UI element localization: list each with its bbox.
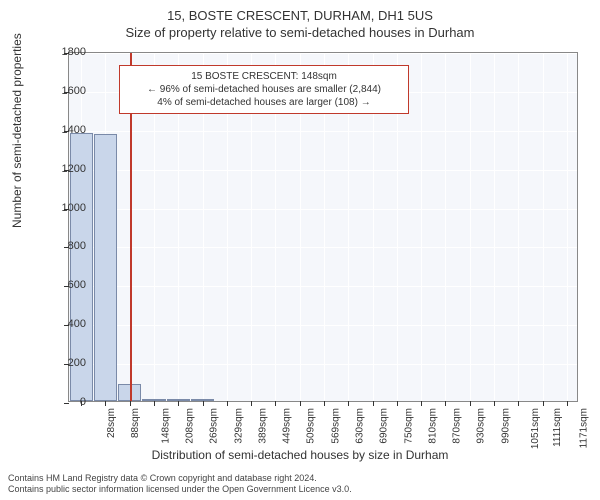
xtick-label: 329sqm bbox=[233, 408, 244, 444]
annotation-line1: 15 BOSTE CRESCENT: 148sqm bbox=[128, 70, 400, 83]
gridline-v bbox=[421, 53, 422, 401]
gridline-h bbox=[69, 170, 577, 171]
xtick-mark bbox=[203, 401, 204, 406]
plot-area: 15 BOSTE CRESCENT: 148sqm← 96% of semi-d… bbox=[68, 52, 578, 402]
ytick-label: 0 bbox=[56, 396, 86, 408]
bar bbox=[94, 134, 117, 401]
footer-attribution: Contains HM Land Registry data © Crown c… bbox=[8, 473, 352, 496]
bar bbox=[191, 399, 214, 401]
gridline-h bbox=[69, 403, 577, 404]
gridline-h bbox=[69, 53, 577, 54]
footer-line2: Contains public sector information licen… bbox=[8, 484, 352, 496]
chart-container: 15, BOSTE CRESCENT, DURHAM, DH1 5US Size… bbox=[0, 8, 600, 468]
gridline-v bbox=[470, 53, 471, 401]
footer-line1: Contains HM Land Registry data © Crown c… bbox=[8, 473, 352, 485]
xtick-mark bbox=[178, 401, 179, 406]
gridline-h bbox=[69, 325, 577, 326]
bar bbox=[167, 399, 190, 401]
bar bbox=[142, 399, 165, 401]
xtick-label: 88sqm bbox=[130, 408, 141, 438]
gridline-h bbox=[69, 209, 577, 210]
xtick-mark bbox=[421, 401, 422, 406]
xtick-label: 750sqm bbox=[403, 408, 414, 444]
xtick-label: 449sqm bbox=[282, 408, 293, 444]
ytick-label: 1000 bbox=[56, 202, 86, 214]
xtick-mark bbox=[494, 401, 495, 406]
xtick-label: 690sqm bbox=[379, 408, 390, 444]
xtick-label: 930sqm bbox=[476, 408, 487, 444]
xtick-mark bbox=[275, 401, 276, 406]
xtick-label: 509sqm bbox=[306, 408, 317, 444]
ytick-label: 1400 bbox=[56, 124, 86, 136]
ytick-label: 1200 bbox=[56, 163, 86, 175]
chart-title-line1: 15, BOSTE CRESCENT, DURHAM, DH1 5US bbox=[0, 8, 600, 23]
gridline-h bbox=[69, 247, 577, 248]
gridline-v bbox=[518, 53, 519, 401]
gridline-v bbox=[494, 53, 495, 401]
y-axis-label: Number of semi-detached properties bbox=[10, 33, 24, 228]
xtick-mark bbox=[543, 401, 544, 406]
gridline-h bbox=[69, 286, 577, 287]
xtick-label: 1111sqm bbox=[552, 408, 563, 447]
xtick-mark bbox=[348, 401, 349, 406]
xtick-label: 208sqm bbox=[185, 408, 196, 444]
ytick-label: 800 bbox=[56, 240, 86, 252]
gridline-h bbox=[69, 364, 577, 365]
xtick-mark bbox=[567, 401, 568, 406]
chart-title-line2: Size of property relative to semi-detach… bbox=[0, 25, 600, 40]
xtick-mark bbox=[227, 401, 228, 406]
xtick-mark bbox=[105, 401, 106, 406]
gridline-h bbox=[69, 131, 577, 132]
ytick-label: 200 bbox=[56, 357, 86, 369]
ytick-label: 1800 bbox=[56, 46, 86, 58]
xtick-label: 630sqm bbox=[355, 408, 366, 444]
xtick-label: 990sqm bbox=[500, 408, 511, 444]
xtick-label: 810sqm bbox=[427, 408, 438, 444]
xtick-mark bbox=[130, 401, 131, 406]
xtick-mark bbox=[470, 401, 471, 406]
xtick-label: 1051sqm bbox=[530, 408, 541, 449]
xtick-mark bbox=[251, 401, 252, 406]
xtick-mark bbox=[397, 401, 398, 406]
xtick-label: 28sqm bbox=[106, 408, 117, 438]
xtick-mark bbox=[373, 401, 374, 406]
ytick-label: 1600 bbox=[56, 85, 86, 97]
xtick-mark bbox=[300, 401, 301, 406]
gridline-v bbox=[567, 53, 568, 401]
xtick-label: 870sqm bbox=[452, 408, 463, 444]
gridline-v bbox=[445, 53, 446, 401]
xtick-label: 1171sqm bbox=[578, 408, 589, 448]
annotation-box: 15 BOSTE CRESCENT: 148sqm← 96% of semi-d… bbox=[119, 65, 409, 114]
annotation-line3: 4% of semi-detached houses are larger (1… bbox=[128, 96, 400, 109]
annotation-line2: ← 96% of semi-detached houses are smalle… bbox=[128, 83, 400, 96]
xtick-label: 148sqm bbox=[160, 408, 171, 444]
xtick-label: 569sqm bbox=[330, 408, 341, 444]
x-axis-label: Distribution of semi-detached houses by … bbox=[0, 448, 600, 462]
xtick-mark bbox=[445, 401, 446, 406]
xtick-label: 389sqm bbox=[257, 408, 268, 444]
xtick-mark bbox=[324, 401, 325, 406]
xtick-mark bbox=[518, 401, 519, 406]
ytick-label: 400 bbox=[56, 318, 86, 330]
xtick-mark bbox=[154, 401, 155, 406]
xtick-label: 269sqm bbox=[209, 408, 220, 444]
ytick-label: 600 bbox=[56, 279, 86, 291]
gridline-v bbox=[543, 53, 544, 401]
